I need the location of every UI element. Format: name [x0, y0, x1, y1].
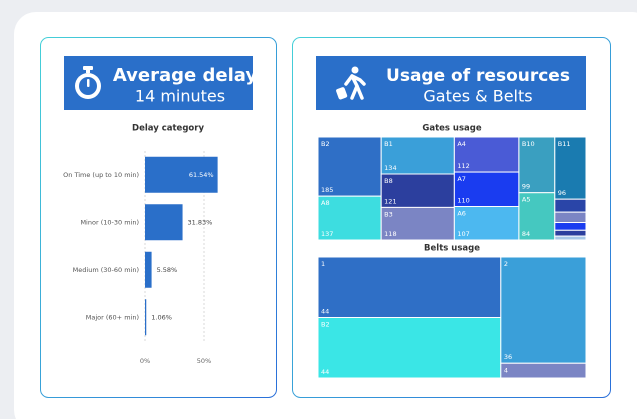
tile — [317, 195, 382, 241]
category-label: On Time (up to 10 min) — [63, 171, 139, 179]
chart-title: Belts usage — [424, 244, 480, 254]
tile-label: A5 — [522, 196, 531, 204]
tile-label: A4 — [457, 140, 466, 148]
header-subtitle: Gates & Belts — [423, 87, 532, 106]
tile-label: 1 — [321, 260, 325, 268]
tile-value: 134 — [384, 164, 396, 172]
chart-title: Delay category — [132, 124, 204, 134]
tile — [500, 256, 587, 364]
data-label: 31.83% — [188, 218, 213, 226]
stopwatch-icon — [75, 66, 101, 99]
tile-label: A7 — [457, 175, 466, 183]
tile-value: 44 — [321, 368, 329, 376]
chart-title: Gates usage — [422, 124, 481, 134]
tile-value: 36 — [504, 353, 512, 361]
tile — [554, 229, 587, 237]
tile — [380, 206, 455, 241]
tile — [453, 136, 520, 173]
data-label: 1.06% — [151, 313, 172, 321]
tile — [554, 211, 587, 224]
tile-label: B1 — [384, 140, 393, 148]
bar — [145, 156, 218, 193]
tile-value: 99 — [522, 183, 530, 191]
tile-label: B11 — [558, 140, 571, 148]
tile-label: A6 — [457, 210, 466, 218]
tile-label: A8 — [321, 199, 330, 207]
data-label: 61.54% — [189, 171, 214, 179]
category-label: Medium (30-60 min) — [73, 266, 139, 274]
category-label: Minor (10-30 min) — [80, 218, 139, 226]
traveler-icon — [336, 66, 366, 100]
tile-label: 4 — [504, 367, 508, 375]
tile-value: 112 — [457, 162, 469, 170]
tile — [453, 206, 520, 241]
header-subtitle: 14 minutes — [135, 87, 225, 106]
tile-label: B10 — [522, 140, 535, 148]
tile-value: 137 — [321, 230, 333, 238]
data-label: 5.58% — [157, 266, 178, 274]
header-title: Usage of resources — [386, 66, 570, 86]
tile — [554, 235, 587, 241]
tile — [518, 136, 556, 194]
tile — [554, 222, 587, 231]
tile-label: B3 — [384, 210, 393, 218]
tile-label: B2 — [321, 140, 330, 148]
tile-value: 107 — [457, 230, 469, 238]
tile-label: B8 — [384, 177, 393, 185]
tile — [554, 136, 587, 200]
category-label: Major (60+ min) — [86, 313, 139, 321]
tile — [500, 362, 587, 379]
tile — [317, 136, 382, 197]
header-title: Average delay — [113, 65, 257, 86]
tile-value: 44 — [321, 308, 329, 316]
tile — [380, 136, 455, 175]
x-tick-label: 0% — [140, 357, 150, 365]
tile-value: 96 — [558, 189, 566, 197]
tile-value: 118 — [384, 230, 396, 238]
bar — [145, 204, 183, 241]
tile — [554, 198, 587, 213]
x-tick-label: 50% — [197, 357, 211, 365]
tile — [518, 192, 556, 241]
tile-label: B2 — [321, 321, 330, 329]
tile-value: 185 — [321, 186, 333, 194]
tile — [317, 256, 502, 318]
tile-value: 121 — [384, 197, 396, 205]
tile-value: 110 — [457, 197, 469, 205]
tile-label: 2 — [504, 260, 508, 268]
tile — [453, 171, 520, 208]
tile-value: 84 — [522, 230, 530, 238]
tile — [317, 317, 502, 379]
bar — [145, 251, 152, 288]
bar — [145, 299, 147, 336]
